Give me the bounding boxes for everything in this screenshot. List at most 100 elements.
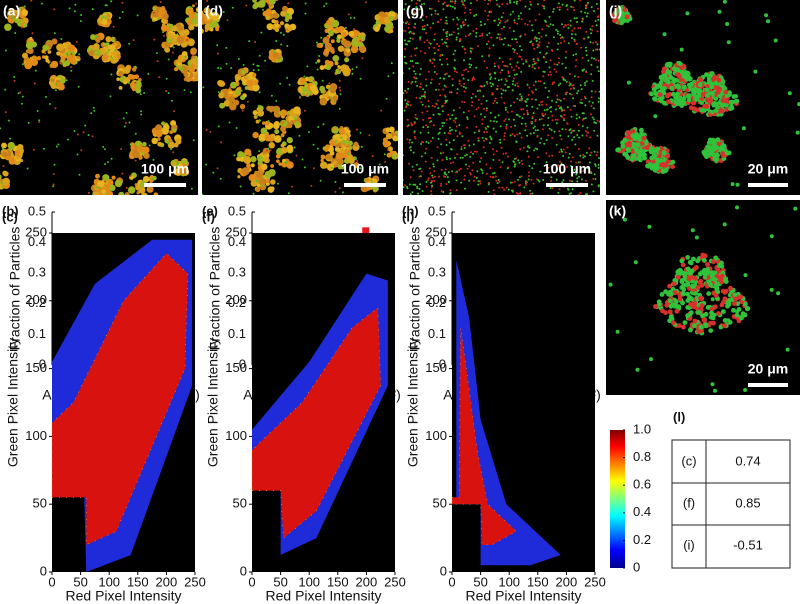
particle — [571, 188, 574, 191]
particle — [522, 146, 525, 149]
particle — [503, 102, 506, 104]
particle — [463, 11, 466, 14]
particle — [403, 92, 405, 95]
particle — [706, 279, 712, 285]
particle — [502, 43, 505, 46]
particle — [411, 141, 414, 144]
particle — [461, 1, 464, 4]
particle — [341, 134, 348, 141]
particle — [291, 185, 294, 188]
particle — [17, 11, 20, 14]
particle — [542, 178, 545, 181]
particle — [475, 125, 478, 128]
y-axis-label: Green Pixel Intensity — [205, 338, 221, 467]
particle — [571, 138, 574, 141]
particle — [23, 5, 26, 8]
particle — [310, 184, 313, 187]
particle — [706, 75, 712, 81]
particle — [586, 12, 589, 15]
particle — [21, 9, 29, 16]
scale-bar — [344, 183, 386, 187]
particle — [419, 97, 422, 100]
particle — [95, 173, 100, 179]
particle — [278, 162, 282, 166]
particle — [170, 99, 173, 102]
particle — [518, 99, 521, 102]
particle — [513, 51, 516, 53]
particle — [677, 60, 682, 66]
particle — [451, 78, 454, 81]
particle — [446, 176, 449, 179]
particle — [378, 163, 381, 166]
particle — [328, 87, 331, 90]
particle — [657, 92, 663, 97]
particle — [649, 91, 654, 97]
particle — [515, 0, 518, 3]
particle — [153, 38, 156, 41]
particle — [534, 19, 537, 22]
particle — [639, 141, 645, 146]
particle — [586, 193, 588, 195]
particle — [711, 147, 717, 152]
particle — [409, 60, 412, 63]
particle — [49, 103, 51, 105]
particle — [496, 36, 499, 39]
particle — [583, 155, 586, 158]
particle — [70, 53, 73, 55]
particle — [412, 151, 415, 154]
particle — [579, 84, 582, 87]
particle — [572, 6, 575, 9]
scale-bar-label: 100 μm — [341, 161, 389, 177]
particle — [470, 64, 473, 66]
y-tick-label: 150 — [425, 360, 447, 375]
particle — [596, 66, 599, 69]
particle — [189, 91, 192, 94]
particle — [665, 92, 670, 98]
particle — [231, 6, 234, 9]
particle — [413, 76, 416, 79]
particle — [495, 179, 498, 182]
particle — [722, 222, 727, 227]
particle — [388, 15, 395, 22]
particle — [279, 31, 282, 34]
particle — [420, 11, 423, 14]
particle — [572, 97, 575, 100]
particle — [488, 32, 491, 35]
particle — [589, 28, 592, 31]
particle — [279, 82, 282, 85]
particle — [135, 80, 142, 87]
particle — [639, 152, 645, 158]
particle — [519, 0, 522, 2]
y-tick-label: 0.5 — [28, 203, 46, 218]
particle — [142, 141, 147, 147]
particle — [701, 257, 707, 263]
particle — [59, 78, 66, 84]
particle — [442, 3, 445, 5]
particle — [462, 144, 465, 147]
particle — [7, 119, 10, 122]
particle — [481, 55, 484, 58]
particle — [202, 193, 204, 195]
particle — [489, 0, 492, 2]
particle — [385, 132, 393, 140]
particle — [424, 160, 427, 163]
particle — [685, 291, 690, 297]
particle — [499, 138, 502, 141]
particle — [55, 81, 62, 88]
y-axis-label: Fraction of Particles — [407, 227, 423, 351]
particle — [413, 32, 415, 35]
particle — [237, 175, 241, 179]
y-tick-label: 0.4 — [228, 234, 246, 249]
particle — [325, 2, 328, 5]
particle — [460, 84, 463, 87]
particle — [186, 8, 194, 15]
particle — [444, 171, 447, 174]
particle — [143, 152, 150, 159]
particle — [172, 110, 175, 113]
particle — [183, 77, 188, 82]
particle — [734, 312, 740, 318]
particle — [575, 161, 578, 164]
particle — [581, 118, 584, 121]
particle — [404, 3, 407, 6]
particle — [661, 90, 667, 96]
